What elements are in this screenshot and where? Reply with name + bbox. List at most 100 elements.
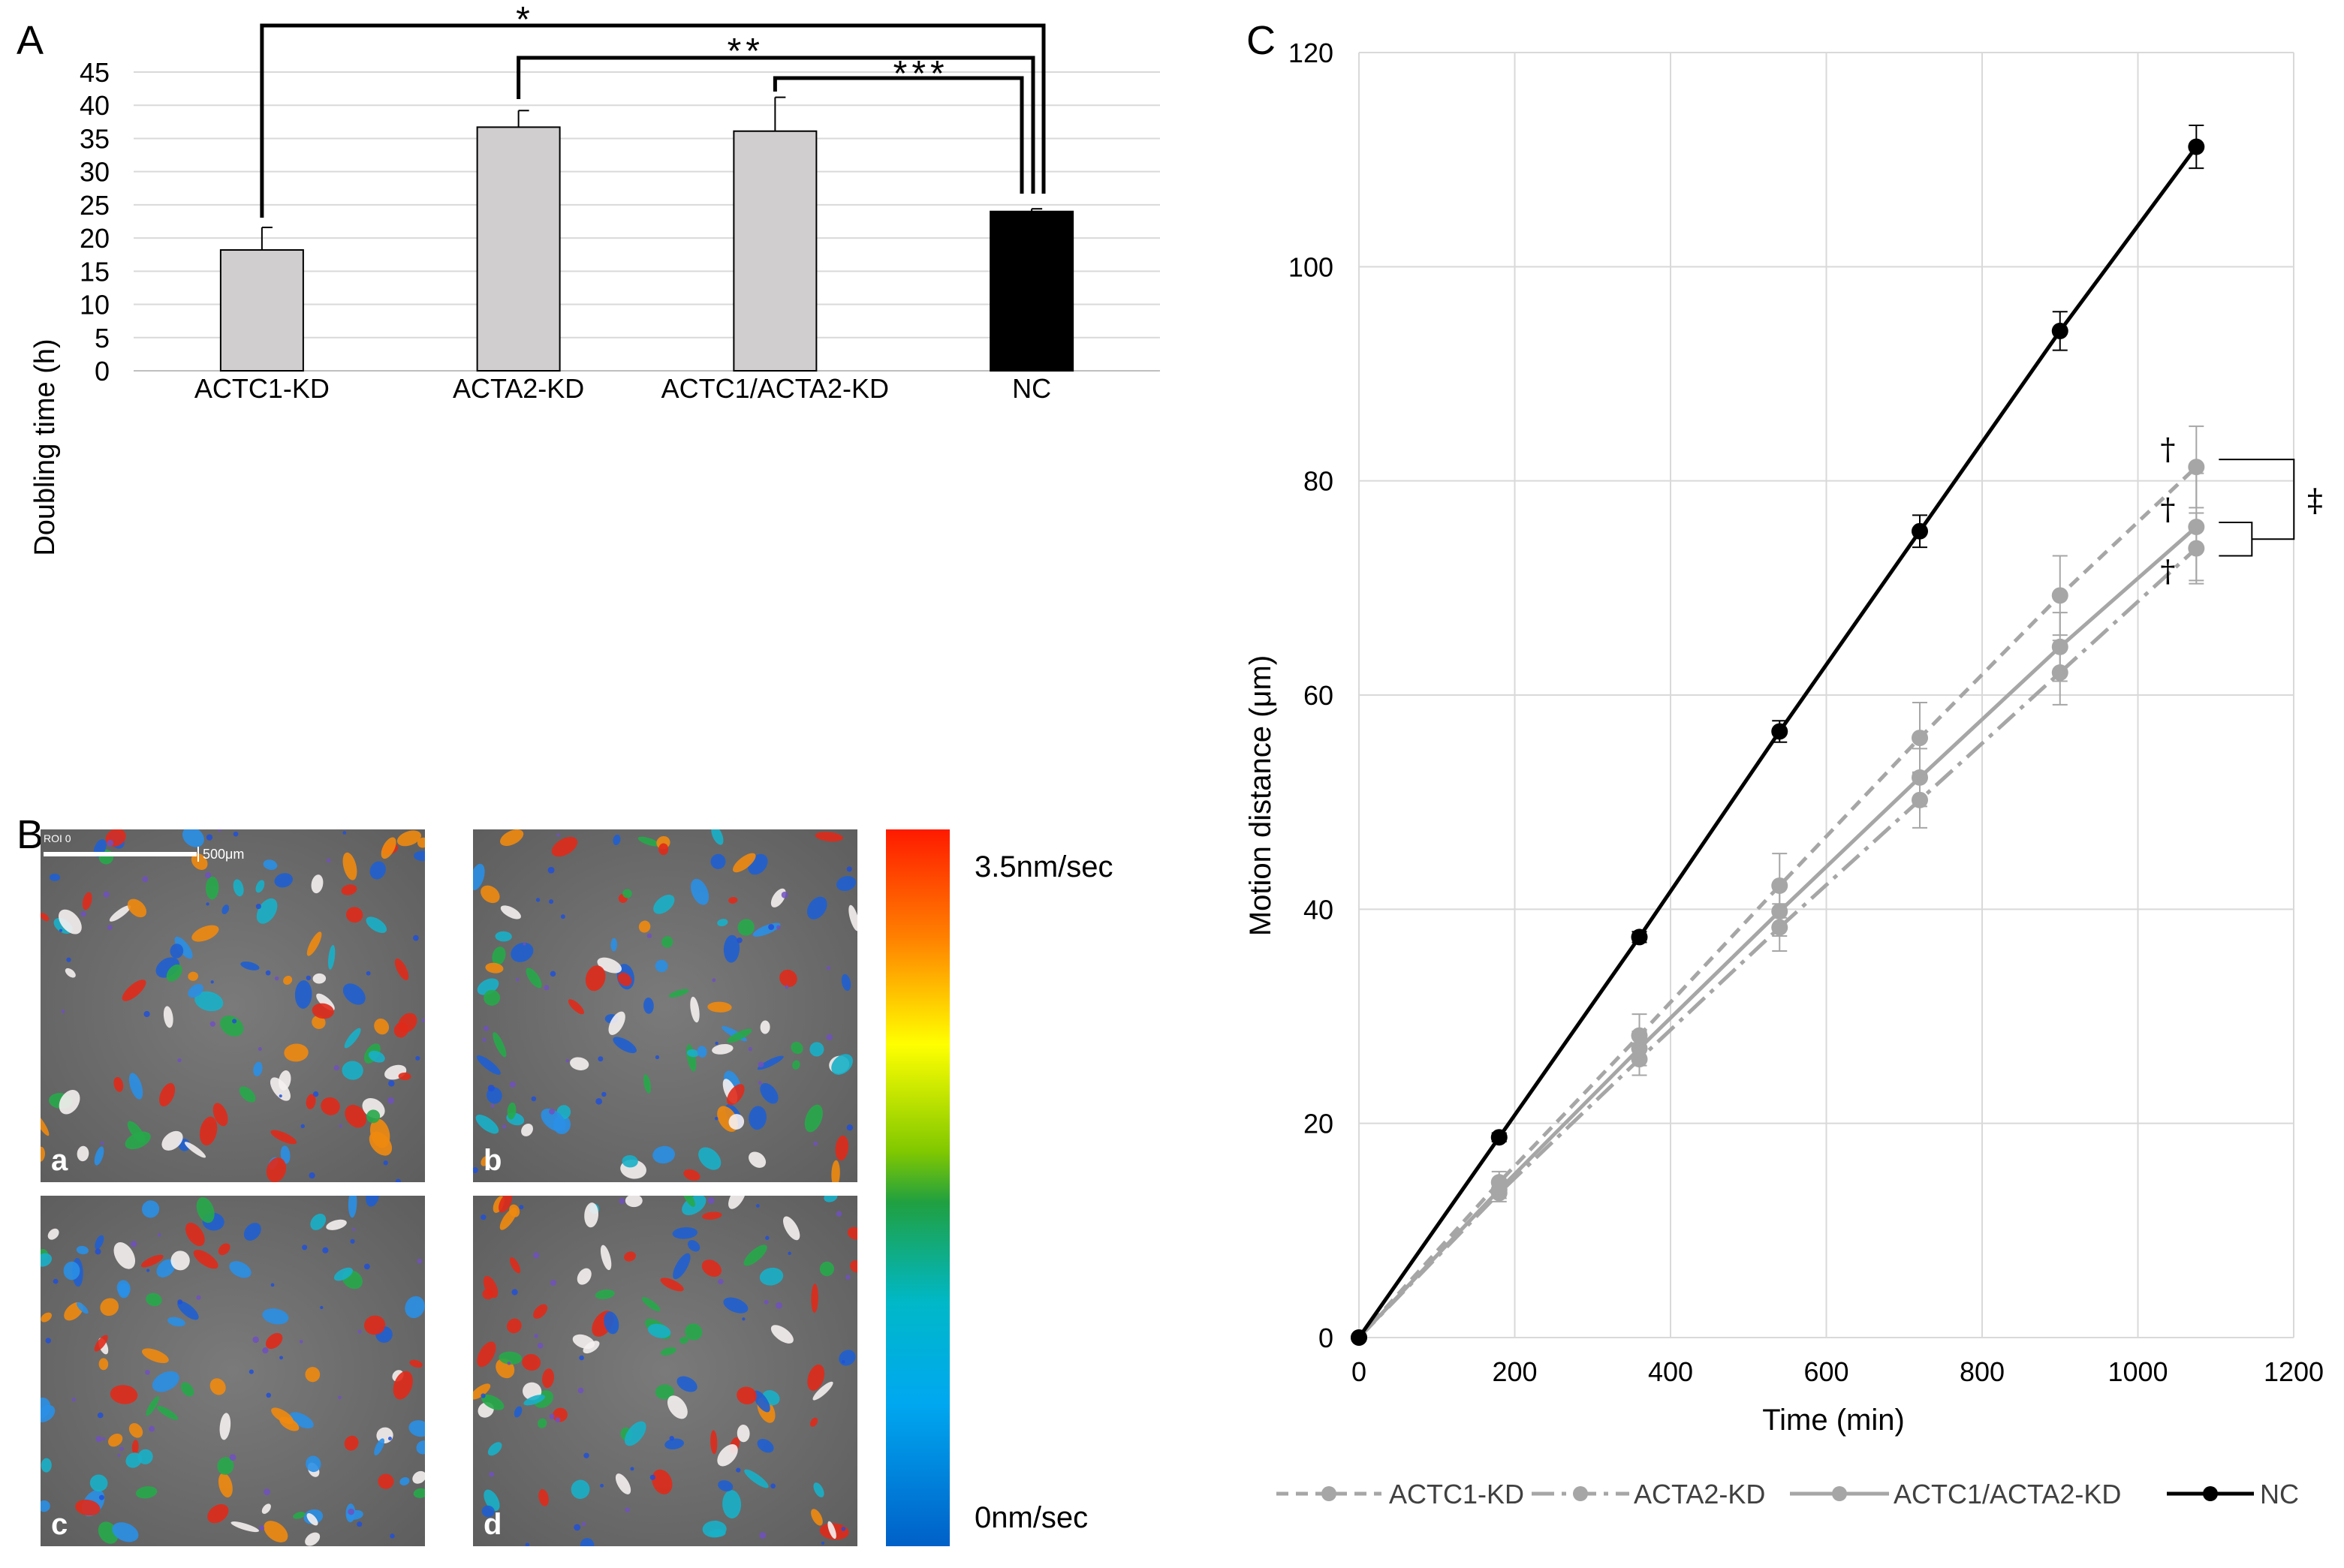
cell-blob <box>737 1425 750 1443</box>
particle-dot <box>748 1046 752 1052</box>
particle-dot <box>363 1263 370 1270</box>
cell-blob <box>660 1347 676 1356</box>
cell-blob <box>265 1332 283 1350</box>
particle-dot <box>322 1247 329 1253</box>
cell-blob <box>638 920 651 933</box>
cell-blob <box>342 852 357 880</box>
particle-dot <box>97 1412 104 1419</box>
particle-dot <box>649 1474 655 1480</box>
cell-blob <box>221 904 230 915</box>
particle-dot <box>718 1278 724 1285</box>
cell-blob <box>743 1244 767 1266</box>
particle-dot <box>210 980 214 984</box>
cell-blob <box>82 892 92 910</box>
particle-dot <box>218 829 221 832</box>
cell-blob <box>760 1020 770 1034</box>
particle-dot <box>229 1454 237 1461</box>
cell-blob <box>664 1438 684 1449</box>
line-chart-y-axis-label: Motion distance (μm) <box>1244 655 1277 936</box>
particle-dot <box>266 1392 272 1398</box>
cell-blob <box>813 1482 824 1497</box>
line-chart-y-tick-label: 40 <box>1303 894 1333 925</box>
particle-dot <box>836 1211 842 1217</box>
cell-blob <box>511 942 534 962</box>
cell-blob <box>622 1154 638 1168</box>
cell-blob <box>408 1420 425 1437</box>
particle-dot <box>177 1058 182 1063</box>
particle-dot <box>758 1081 762 1085</box>
cell-blob <box>568 999 584 1015</box>
cell-blob <box>697 1046 707 1058</box>
cell-blob <box>174 936 193 959</box>
cell-blob <box>493 1032 507 1058</box>
particle-dot <box>299 1340 303 1344</box>
cell-blob <box>310 1213 327 1230</box>
colorbar-max-label: 3.5nm/sec <box>975 850 1113 883</box>
particle-dot <box>119 1446 124 1452</box>
particle-dot <box>255 904 261 910</box>
particle-dot <box>302 1244 308 1250</box>
cell-blob <box>41 1458 52 1473</box>
cell-blob <box>76 1245 89 1255</box>
legend-marker <box>1321 1486 1336 1501</box>
cell-blob <box>481 1394 505 1410</box>
cell-blob <box>701 1260 722 1278</box>
cell-blob <box>63 1261 80 1281</box>
cell-blob <box>759 1267 784 1286</box>
line-chart-x-tick-label: 400 <box>1648 1356 1693 1387</box>
particle-dot <box>98 1494 104 1500</box>
cell-blob <box>177 1301 199 1320</box>
cell-blob <box>182 829 204 847</box>
cell-blob <box>135 1486 158 1499</box>
particle-dot <box>579 1355 584 1361</box>
cell-blob <box>658 843 669 856</box>
cell-blob <box>212 1103 228 1127</box>
cell-blob <box>219 1413 231 1440</box>
cell-blob <box>711 829 724 845</box>
roi-label: ROI 0 <box>44 832 71 844</box>
cell-blob <box>94 1146 104 1166</box>
series-actc1-acta2-kd-point <box>1771 903 1788 920</box>
cell-blob <box>523 1395 546 1406</box>
cell-blob <box>682 1196 695 1207</box>
cell-blob <box>757 1055 784 1070</box>
cell-blob <box>412 1470 425 1484</box>
legend-label: NC <box>2260 1479 2299 1509</box>
particle-dot <box>101 1437 106 1441</box>
cell-blob <box>507 1102 517 1120</box>
particle-dot <box>555 1417 561 1423</box>
legend-marker <box>1573 1486 1588 1501</box>
series-actc1-kd-point <box>1771 877 1788 894</box>
cell-blob <box>522 1353 541 1371</box>
line-chart-x-tick-label: 1000 <box>2107 1356 2168 1387</box>
particle-dot <box>742 1317 746 1321</box>
legend-label: ACTC1/ACTA2-KD <box>1894 1479 2121 1509</box>
particle-dot <box>845 1275 851 1280</box>
series-nc-point <box>2188 138 2205 155</box>
particle-dot <box>841 1527 846 1531</box>
cell-blob <box>542 1368 554 1389</box>
cell-blob <box>156 1259 176 1278</box>
cell-blob <box>500 829 524 846</box>
cell-blob <box>585 965 606 992</box>
cell-blob <box>253 1061 263 1076</box>
cell-blob <box>753 1390 770 1413</box>
cell-blob <box>240 962 260 971</box>
scale-bar-label: 500μm <box>203 847 244 862</box>
line-chart-x-tick-label: 800 <box>1960 1356 2005 1387</box>
particle-dot <box>714 1116 719 1121</box>
cell-blob <box>98 1358 109 1371</box>
particle-dot <box>309 1172 315 1179</box>
particle-dot <box>339 1124 343 1128</box>
cell-blob <box>205 876 219 900</box>
cell-blob <box>811 1284 818 1314</box>
series-actc1-acta2-kd-point <box>2051 638 2068 655</box>
particle-dot <box>107 839 114 847</box>
significance-bracket-inner <box>2219 522 2253 557</box>
cell-blob <box>409 1359 423 1368</box>
particle-dot <box>270 1283 275 1287</box>
cell-blob <box>112 1522 139 1542</box>
cell-blob <box>280 1145 291 1164</box>
